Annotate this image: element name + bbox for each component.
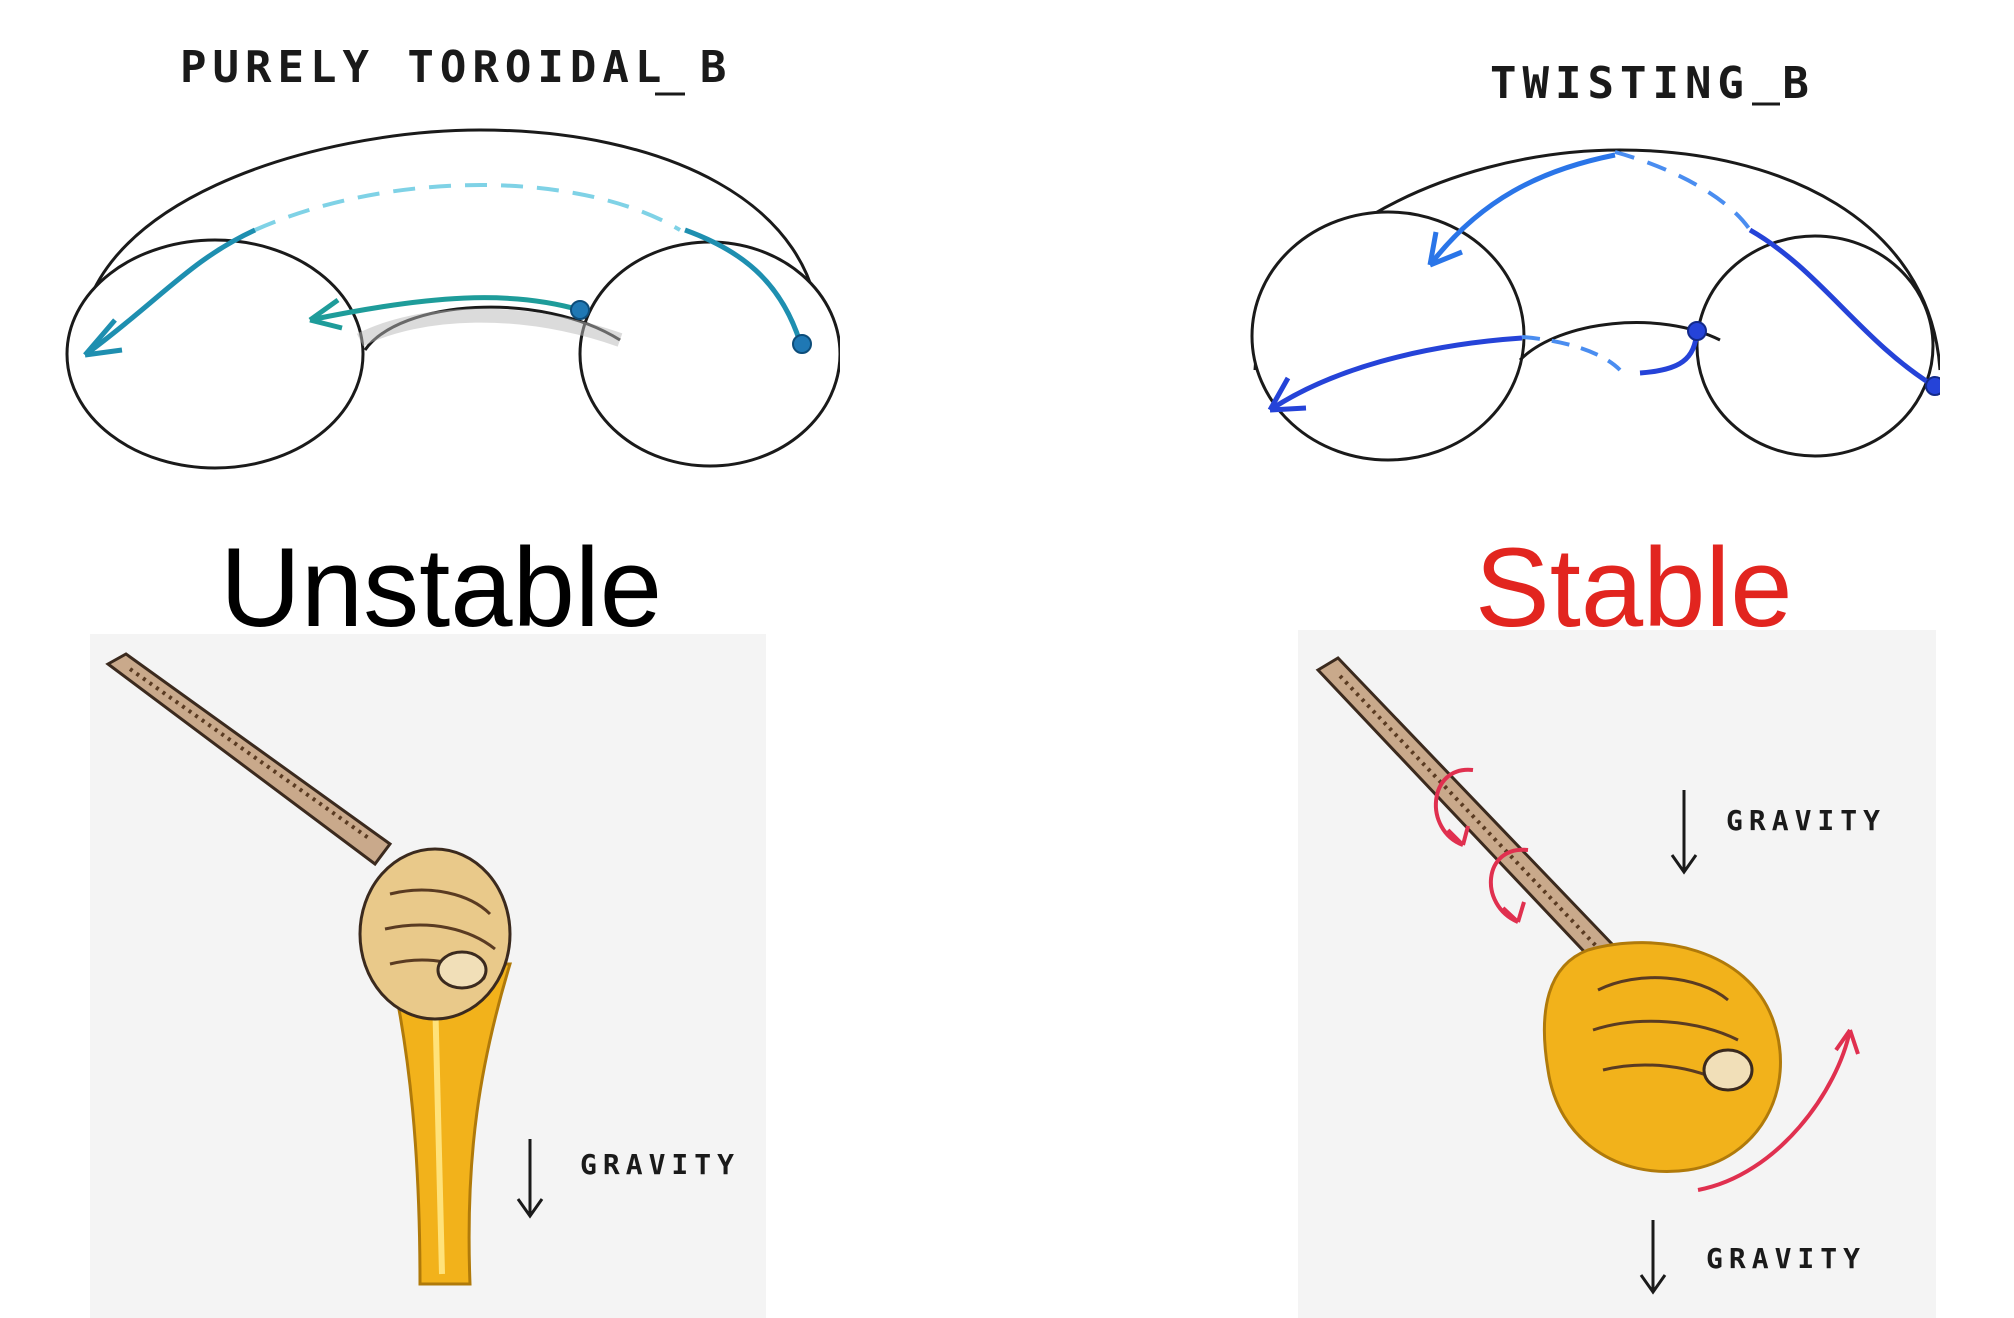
field-line-twist-top: [1428, 152, 1616, 267]
rotation-arrowhead-upper: [1446, 825, 1470, 847]
gravity-label-bottom: GRAVITY: [1706, 1242, 1866, 1275]
arrowhead-twist-top: [1427, 231, 1463, 268]
left-cross-section: [65, 238, 365, 470]
field-point-outer: [792, 334, 812, 354]
drip-highlight: [432, 993, 445, 1275]
field-line-twist-left: [1268, 335, 1523, 413]
handle-texture: [128, 667, 372, 841]
field-line-twist-inner: [1639, 329, 1700, 376]
honey-dipper-unstable-illustration: GRAVITY: [90, 634, 766, 1318]
honey-drip: [388, 962, 513, 1286]
rotation-arrowhead-lower: [1501, 901, 1526, 924]
right-cross-section: [1695, 234, 1935, 458]
arrowhead-twist-left: [1267, 376, 1307, 413]
rotation-arrow-lower: [1488, 847, 1529, 924]
gravity-arrow-bottom: [1639, 1220, 1667, 1295]
field-point-outer: [1925, 376, 1940, 396]
field-line-dashed-middle: [1521, 335, 1622, 372]
rotation-arrowhead-blob: [1834, 1028, 1860, 1055]
field-line-inner: [309, 295, 581, 323]
unstable-label: Unstable: [220, 525, 663, 650]
field-line-twist-right: [1748, 227, 1936, 389]
gravity-label-top: GRAVITY: [1726, 804, 1886, 837]
field-point-inner: [1687, 321, 1707, 341]
field-line-dashed-top: [1614, 150, 1752, 232]
torus-outline: [78, 128, 822, 361]
right-cross-section: [578, 240, 840, 468]
gravity-arrow: [516, 1139, 544, 1219]
field-line-dashed: [254, 183, 682, 232]
honey-blob: [1542, 941, 1782, 1173]
dipper-tip: [436, 950, 488, 990]
stable-label: Stable: [1475, 525, 1793, 650]
arrowhead-inner: [308, 297, 343, 331]
dipper-head: [358, 847, 512, 1021]
rotation-arrow-upper: [1433, 767, 1474, 847]
arrowhead-outer: [83, 318, 123, 358]
gravity-label: GRAVITY: [580, 1148, 740, 1181]
twisting-title: TWISTING B: [1490, 58, 1815, 109]
honey-dipper-stable-illustration: GRAVITY GRAVITY: [1298, 630, 1936, 1318]
twisting-torus-diagram: TWISTING B: [1240, 40, 1940, 490]
rotation-arrow-blob: [1697, 1029, 1852, 1192]
gravity-arrow-top: [1670, 790, 1698, 875]
dipper-tip: [1702, 1048, 1754, 1092]
left-cross-section: [1250, 210, 1526, 462]
shading: [356, 308, 623, 347]
field-point-inner: [570, 300, 590, 320]
toroidal-torus-diagram: PURELY TOROIDAL B: [60, 20, 840, 480]
toroidal-title: PURELY TOROIDAL B: [180, 42, 732, 93]
dipper-handle: [105, 652, 393, 867]
handle-texture: [1338, 674, 1600, 950]
dipper-handle: [1315, 656, 1616, 965]
field-line-outer: [83, 227, 803, 358]
